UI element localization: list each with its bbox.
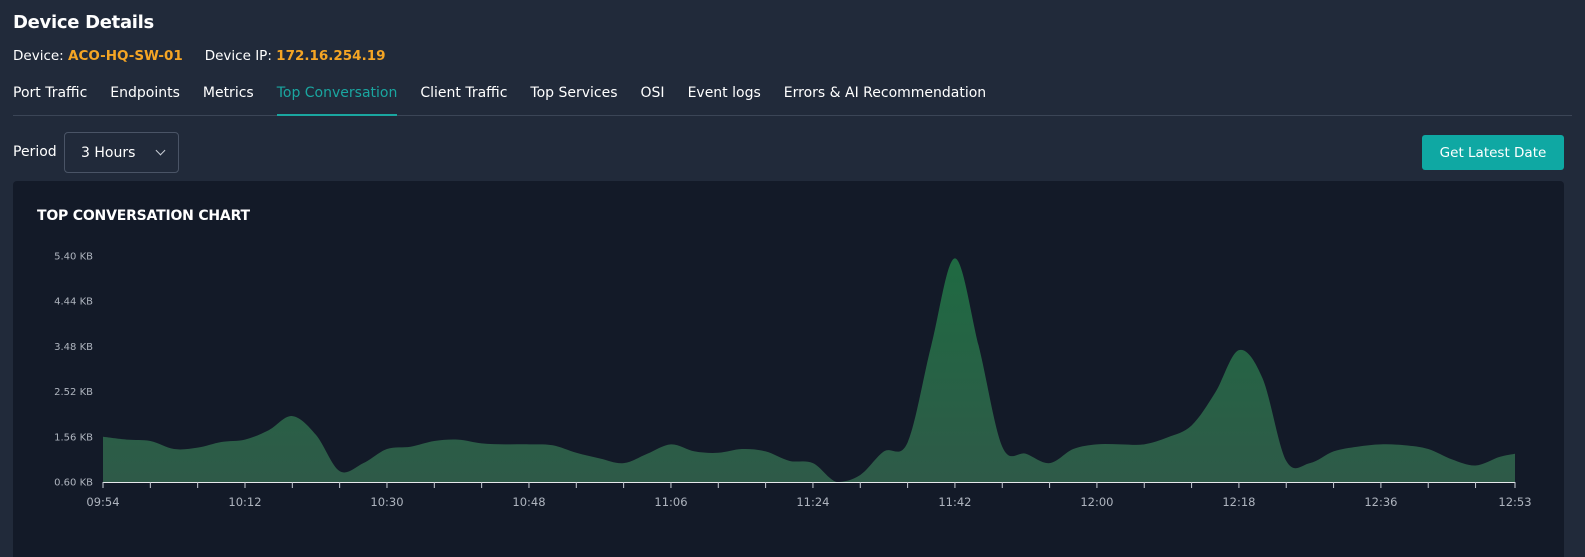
period-select-value: 3 Hours xyxy=(81,144,136,161)
tab-errors-ai-recommendation[interactable]: Errors & AI Recommendation xyxy=(783,85,987,101)
x-tick-label: 12:36 xyxy=(1364,495,1397,509)
tab-osi[interactable]: OSI xyxy=(640,85,665,101)
x-tick-label: 11:24 xyxy=(796,495,829,509)
tab-client-traffic[interactable]: Client Traffic xyxy=(420,85,508,101)
tab-top-services[interactable]: Top Services xyxy=(530,85,618,101)
device-name-value: ACO-HQ-SW-01 xyxy=(68,48,183,64)
y-tick-label: 0.60 KB xyxy=(54,478,93,489)
device-label: Device: xyxy=(13,48,64,64)
device-name-group: Device: ACO-HQ-SW-01 xyxy=(13,48,183,64)
y-tick-label: 3.48 KB xyxy=(54,342,93,353)
period-select[interactable]: 3 Hours xyxy=(64,132,179,173)
conversation-area xyxy=(103,258,1515,482)
period-label: Period xyxy=(13,144,57,160)
chart-title: TOP CONVERSATION CHART xyxy=(37,208,250,224)
x-tick-label: 09:54 xyxy=(86,495,119,509)
x-tick-label: 11:42 xyxy=(938,495,971,509)
device-ip-group: Device IP: 172.16.254.19 xyxy=(205,48,386,64)
chevron-down-icon xyxy=(155,145,166,156)
page-title: Device Details xyxy=(13,12,154,33)
x-tick-label: 12:18 xyxy=(1222,495,1255,509)
x-tick-label: 11:06 xyxy=(654,495,687,509)
tab-bar: Port Traffic Endpoints Metrics Top Conve… xyxy=(13,84,1572,116)
y-tick-label: 4.44 KB xyxy=(54,297,93,308)
tab-top-conversation[interactable]: Top Conversation xyxy=(276,84,398,116)
tab-endpoints[interactable]: Endpoints xyxy=(110,85,180,101)
top-conversation-chart: 0.60 KB 1.56 KB 2.52 KB 3.48 KB 4.44 KB 5.40 … xyxy=(54,252,1531,510)
y-tick-label: 2.52 KB xyxy=(54,387,93,398)
y-tick-label: 5.40 KB xyxy=(54,252,93,263)
x-tick-label: 10:12 xyxy=(228,495,261,509)
tab-metrics[interactable]: Metrics xyxy=(202,85,254,101)
device-ip-value: 172.16.254.19 xyxy=(276,48,386,64)
x-tick-label: 10:30 xyxy=(370,495,403,509)
x-tick-label: 12:00 xyxy=(1080,495,1113,509)
tab-event-logs[interactable]: Event logs xyxy=(687,85,761,101)
x-tick-label: 12:53 xyxy=(1498,495,1531,509)
get-latest-date-button[interactable]: Get Latest Date xyxy=(1422,135,1564,170)
y-tick-label: 1.56 KB xyxy=(54,432,93,443)
device-ip-label: Device IP: xyxy=(204,48,272,64)
tab-port-traffic[interactable]: Port Traffic xyxy=(13,85,88,101)
x-tick-label: 10:48 xyxy=(512,495,545,509)
device-info: Device: ACO-HQ-SW-01 Device IP: 172.16.2… xyxy=(13,48,386,64)
chart-panel: TOP CONVERSATION CHART 0.60 KB 1.56 KB 2.5… xyxy=(13,181,1564,557)
